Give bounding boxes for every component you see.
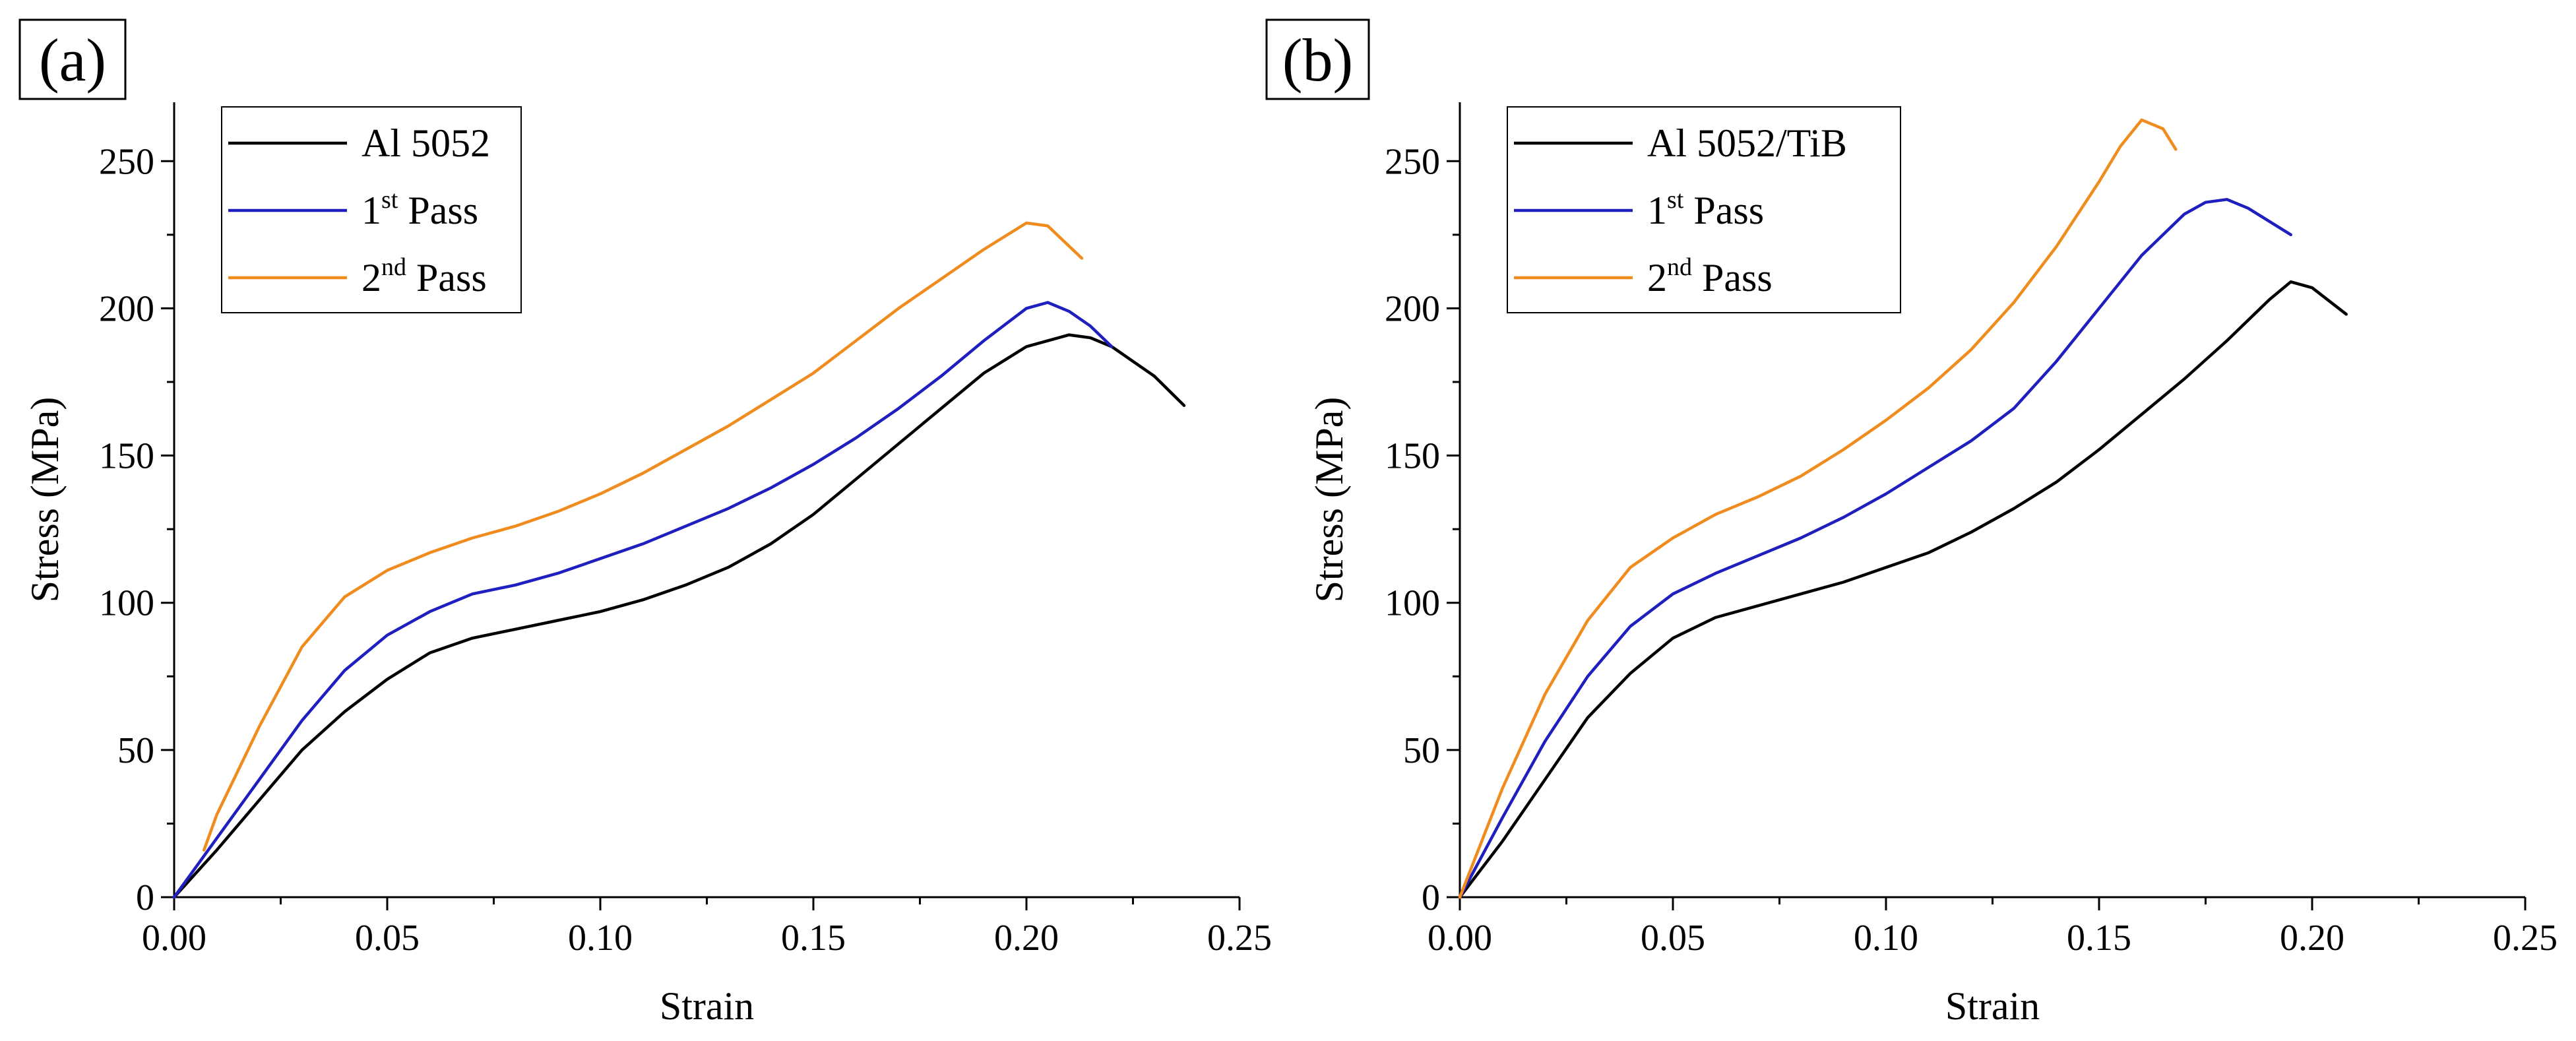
x-tick-label: 0.00 <box>142 918 206 959</box>
legend-text-main: Al 5052/TiB <box>1647 121 1847 165</box>
series-line-0 <box>172 333 1186 899</box>
panel-label-box <box>18 18 127 100</box>
legend-entry-2: 2nd Pass <box>1647 253 1773 300</box>
x-axis-title: Strain <box>1945 984 2040 1028</box>
series-line-2 <box>1458 118 2178 899</box>
legend-text-tail: Pass <box>398 189 478 232</box>
legend-text-main: 1 <box>1647 189 1667 232</box>
legend-text-main: Al 5052 <box>361 121 490 165</box>
x-tick-label: 0.25 <box>2493 918 2558 959</box>
x-tick-label: 0.20 <box>994 918 1059 959</box>
series-line-1 <box>172 301 1114 899</box>
series-line-1 <box>1458 198 2292 899</box>
legend-entry-2: 2nd Pass <box>361 253 487 300</box>
legend-text-tail: Pass <box>1683 189 1764 232</box>
y-tick-label: 200 <box>99 288 154 329</box>
panel-label: (a) <box>39 26 106 94</box>
legend-text-tail: Pass <box>1692 256 1773 300</box>
x-tick-label: 0.00 <box>1428 918 1492 959</box>
legend-text-sup: nd <box>381 253 406 281</box>
x-tick-label: 0.05 <box>1641 918 1705 959</box>
x-tick-label: 0.05 <box>355 918 420 959</box>
legend-text-sup: st <box>381 186 398 214</box>
legend-text-main: 2 <box>1647 256 1667 300</box>
y-tick-label: 250 <box>99 141 154 182</box>
legend-text-tail: Pass <box>406 256 487 300</box>
legend-text-sup: st <box>1667 186 1684 214</box>
y-tick-label: 250 <box>1385 141 1440 182</box>
x-tick-label: 0.15 <box>2067 918 2131 959</box>
y-tick-label: 150 <box>1385 436 1440 477</box>
legend-entry-0: Al 5052 <box>361 121 490 165</box>
x-tick-label: 0.10 <box>568 918 633 959</box>
series-line-2 <box>202 221 1084 852</box>
x-tick-label: 0.10 <box>1854 918 1918 959</box>
panel-label-box <box>1265 18 1370 100</box>
y-tick-label: 0 <box>136 877 154 918</box>
legend-entry-0: Al 5052/TiB <box>1647 121 1847 165</box>
chart-panel-0: (a) 0.00 0.05 0.10 0.15 0.20 0.25 0 50 100 150 200 2… <box>18 18 1272 1028</box>
x-tick-label: 0.15 <box>781 918 846 959</box>
legend-entry-1: 1st Pass <box>361 186 478 232</box>
y-tick-label: 100 <box>99 583 154 624</box>
legend-text-sup: nd <box>1667 253 1692 281</box>
chart-panel-1: (b) 0.00 0.05 0.10 0.15 0.20 0.25 0 50 100 150 200 2… <box>1265 18 2558 1028</box>
y-tick-label: 0 <box>1422 877 1440 918</box>
x-tick-label: 0.25 <box>1207 918 1272 959</box>
y-axis-title: Stress (MPa) <box>1307 397 1351 603</box>
y-tick-label: 200 <box>1385 288 1440 329</box>
legend-entry-1: 1st Pass <box>1647 186 1764 232</box>
x-tick-label: 0.20 <box>2280 918 2344 959</box>
y-tick-label: 150 <box>99 436 154 477</box>
legend-text-main: 1 <box>361 189 381 232</box>
y-axis-title: Stress (MPa) <box>23 397 67 603</box>
y-tick-label: 100 <box>1385 583 1440 624</box>
x-axis-title: Strain <box>660 984 754 1028</box>
y-tick-label: 50 <box>117 730 154 771</box>
legend-text-main: 2 <box>361 256 381 300</box>
series-line-0 <box>1458 280 2348 899</box>
y-tick-label: 50 <box>1403 730 1440 771</box>
panel-label: (b) <box>1282 26 1353 94</box>
